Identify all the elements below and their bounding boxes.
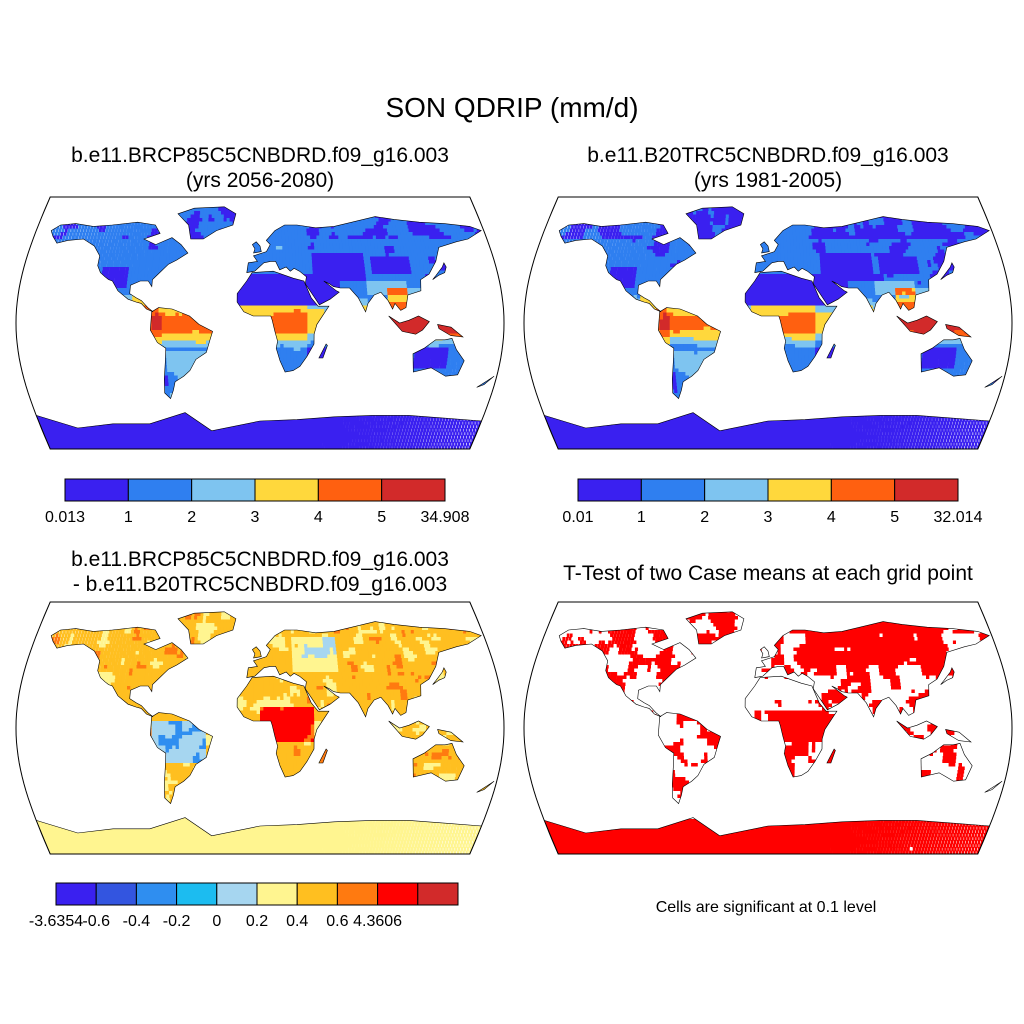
colorbar-rcp85-tick-label: 34.908 (421, 509, 470, 526)
colorbar-20th-century-swatch (894, 478, 959, 502)
colorbar-20th-century: 0.01 1 2 3 4 5 32.014 (562, 478, 983, 526)
panel-title-top-left: b.e11.BRCP85C5CNBDRD.f09_g16.003 (yrs 20… (20, 143, 500, 193)
colorbar-difference: -3.6354 -0.6 -0.4 -0.2 0 0.2 0.4 0.6 4.3606 (29, 882, 459, 930)
colorbar-rcp85-swatch (127, 478, 193, 502)
colorbar-20th-century-tick-label: 1 (637, 509, 646, 526)
colorbar-difference-swatch (256, 882, 298, 906)
colorbar-difference-swatch (296, 882, 338, 906)
colorbar-difference-tick-label: 0 (212, 913, 221, 930)
colorbar-difference-swatch (55, 882, 97, 906)
colorbar-20th-century-swatch (640, 478, 706, 502)
colorbar-rcp85-swatch (191, 478, 256, 502)
panel-title-line1: b.e11.B20TRC5CNBDRD.f09_g16.003 (528, 143, 1008, 168)
colorbar-difference-tick-label: -0.6 (82, 913, 110, 930)
colorbar-20th-century-tick-label: 32.014 (934, 509, 983, 526)
map-ttest-map-border (523, 601, 1013, 855)
colorbar-rcp85-tick-label: 3 (251, 509, 260, 526)
colorbar-20th-century-swatch (767, 478, 832, 502)
colorbar-difference-swatch (377, 882, 419, 906)
map-20th-century-map-border (523, 196, 1013, 450)
colorbar-difference-swatch (176, 882, 218, 906)
map-difference-map-border (15, 601, 505, 855)
colorbar-rcp85-tick-label: 1 (124, 509, 133, 526)
map-panel-ttest (523, 601, 1013, 855)
panel-title-line1: b.e11.BRCP85C5CNBDRD.f09_g16.003 (20, 143, 500, 168)
colorbar-difference-swatch (135, 882, 178, 906)
panel-title-bottom-left: b.e11.BRCP85C5CNBDRD.f09_g16.003 - b.e11… (20, 547, 500, 597)
colorbar-20th-century-swatch (830, 478, 896, 502)
map-panel-difference (15, 601, 505, 855)
colorbar-difference-tick-label: 0.4 (286, 913, 308, 930)
colorbar-20th-century-tick-label: 5 (890, 509, 899, 526)
colorbar-20th-century-swatch (577, 478, 642, 502)
colorbar-20th-century-tick-label: 4 (827, 509, 836, 526)
colorbar-rcp85-swatch (64, 478, 129, 502)
colorbar-rcp85-swatch (381, 478, 446, 502)
colorbar-rcp85-tick-label: 4 (314, 509, 323, 526)
panel-title-line2: (yrs 1981-2005) (528, 168, 1008, 193)
panel-title-top-right: b.e11.B20TRC5CNBDRD.f09_g16.003 (yrs 198… (528, 143, 1008, 193)
colorbar-20th-century-tick-label: 3 (764, 509, 773, 526)
colorbar-rcp85-tick-label: 0.013 (45, 509, 85, 526)
panel-title-line2: (yrs 2056-2080) (20, 168, 500, 193)
colorbar-difference-swatch (336, 882, 379, 906)
colorbar-difference-swatch (216, 882, 258, 906)
colorbar-20th-century-tick-label: 0.01 (562, 509, 593, 526)
colorbar-20th-century-tick-label: 2 (700, 509, 709, 526)
colorbar-difference-tick-label: 0.6 (326, 913, 348, 930)
map-panel-rcp85 (15, 196, 505, 450)
colorbar-difference-swatch (417, 882, 459, 906)
map-rcp85-map-border (15, 196, 505, 450)
colorbar-difference-tick-label: 0.2 (246, 913, 268, 930)
panel-title-bottom-right: T-Test of two Case means at each grid po… (508, 561, 1024, 586)
colorbar-rcp85-swatch (254, 478, 319, 502)
colorbar-20th-century-swatch (704, 478, 769, 502)
colorbar-difference-tick-label: -3.6354 (29, 913, 83, 930)
significance-note: Cells are significant at 0.1 level (508, 899, 1024, 917)
colorbar-rcp85-tick-label: 5 (377, 509, 386, 526)
panel-title-line1: b.e11.BRCP85C5CNBDRD.f09_g16.003 (20, 547, 500, 572)
colorbar-difference-tick-label: 4.3606 (353, 913, 402, 930)
panel-title-line2: - b.e11.B20TRC5CNBDRD.f09_g16.003 (20, 572, 500, 597)
colorbar-difference-swatch (95, 882, 137, 906)
colorbar-difference-tick-label: -0.4 (123, 913, 151, 930)
map-panel-20th-century (523, 196, 1013, 450)
figure-title: SON QDRIP (mm/d) (0, 92, 1024, 124)
colorbar-difference-tick-label: -0.2 (163, 913, 191, 930)
colorbar-rcp85-tick-label: 2 (187, 509, 196, 526)
colorbar-rcp85: 0.013 1 2 3 4 5 34.908 (45, 478, 470, 526)
colorbar-rcp85-swatch (317, 478, 383, 502)
